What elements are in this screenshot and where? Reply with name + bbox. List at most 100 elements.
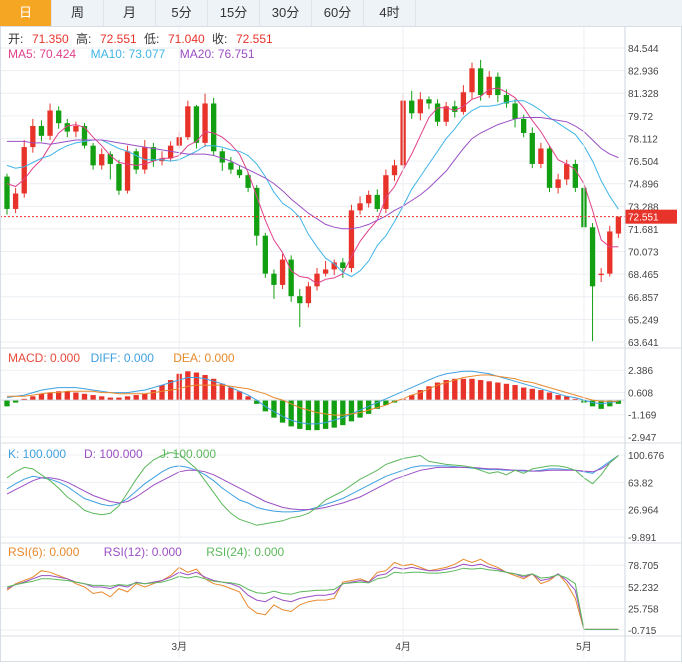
candle-body	[469, 68, 475, 93]
legend-item: MA10: 73.077	[91, 47, 166, 61]
legends: 开: 71.350 高: 72.551 低: 71.040 收: 72.551 MA5: 70.…	[8, 31, 285, 559]
candle-body	[546, 148, 553, 188]
macd-bar	[55, 391, 62, 401]
y-tick-label: 52.232	[628, 583, 659, 594]
macd-bar	[150, 390, 157, 401]
macd-bar	[572, 398, 579, 401]
candle-body	[477, 68, 484, 96]
candle-body	[460, 92, 467, 112]
macd-bar	[73, 392, 79, 401]
candle-body	[331, 262, 337, 270]
ohlc-value: 71.040	[168, 32, 205, 46]
candle-body	[365, 194, 372, 204]
macd-bar	[271, 400, 277, 418]
legend-item: DIFF: 0.000	[91, 351, 155, 365]
macd-bar	[512, 385, 518, 401]
candle-body	[357, 203, 363, 211]
candle-body	[38, 125, 45, 136]
ohlc-label: 收:	[212, 32, 227, 46]
macd-bar	[331, 400, 337, 428]
y-tick-label: 78.705	[628, 561, 659, 572]
candle-body	[417, 99, 424, 114]
candle-body	[254, 187, 260, 236]
candle-body	[202, 103, 208, 143]
rsi-line-2	[6, 567, 619, 630]
candle-body	[236, 169, 243, 176]
y-tick-label: 100.676	[628, 451, 665, 462]
price-panel: 84.544 82.936 81.328 79.72 78.112 76.504 74.89…	[0, 44, 682, 349]
candle-body	[529, 133, 535, 164]
candle-body	[374, 194, 380, 209]
macd-bar	[443, 380, 449, 401]
y-tick-label: 78.112	[628, 134, 658, 145]
y-tick-label: 76.504	[628, 157, 659, 168]
macd-line-diff	[6, 370, 619, 425]
legend-item: MACD: 0.000	[8, 351, 80, 365]
candle-body	[305, 286, 312, 304]
y-tick-label: 74.896	[628, 180, 659, 191]
candle-body	[12, 193, 19, 209]
macd-bar	[383, 400, 389, 406]
candle-body	[598, 273, 604, 276]
tab-4[interactable]: 15分	[208, 0, 260, 26]
macd-bar	[133, 395, 139, 401]
candle-body	[486, 76, 492, 96]
ma-line-ma20	[7, 117, 619, 230]
macd-bar	[21, 398, 27, 401]
y-tick-label: 63.82	[628, 478, 653, 489]
macd-bar	[434, 382, 441, 401]
y-tick-label: 2.386	[628, 366, 653, 377]
y-tick-label: 79.72	[628, 112, 653, 123]
macd-bar	[38, 393, 45, 401]
x-tick-label: 5月	[576, 641, 592, 653]
candle-body	[607, 231, 613, 274]
candle-body	[47, 110, 53, 136]
tab-2[interactable]: 月	[104, 0, 156, 26]
candle-body	[520, 118, 527, 134]
rsi-line-1	[6, 563, 619, 630]
macd-panel: 2.386 0.608 -1.169 -2.947	[0, 366, 682, 444]
tab-5[interactable]: 30分	[260, 0, 312, 26]
legend-item: MA20: 76.751	[180, 47, 255, 61]
candle-body	[150, 147, 157, 162]
macd-bar	[210, 378, 217, 401]
y-tick-label: -0.715	[628, 626, 657, 637]
tab-7[interactable]: 4时	[364, 0, 416, 26]
candle-body	[4, 176, 10, 209]
rsi-line-0	[6, 558, 619, 630]
macd-bar	[297, 400, 303, 429]
candle-body	[564, 163, 570, 180]
candle-body	[107, 154, 114, 164]
y-tick-label: 84.544	[628, 44, 659, 55]
tab-3[interactable]: 5分	[156, 0, 208, 26]
candle-body	[262, 235, 269, 274]
legend-item: K: 100.000	[8, 447, 66, 461]
macd-bar	[340, 400, 346, 426]
ohlc-label: 高:	[76, 31, 91, 46]
macd-bar	[469, 378, 475, 401]
macd-bar	[495, 382, 501, 401]
rsi-panel: 78.705 52.232 25.758 -0.715	[0, 558, 682, 637]
macd-bar	[4, 400, 10, 407]
legend-item: RSI(6): 0.000	[8, 545, 80, 559]
macd-bar	[589, 400, 596, 407]
y-tick-label: 70.073	[628, 248, 659, 259]
tab-1[interactable]: 周	[52, 0, 104, 26]
y-tick-label: 71.681	[628, 225, 659, 236]
tab-0[interactable]: 日	[0, 0, 52, 26]
macd-bar	[529, 388, 535, 401]
ohlc-label: 低:	[144, 32, 159, 46]
tab-6[interactable]: 60分	[312, 0, 364, 26]
macd-bar	[202, 375, 208, 401]
candle-body	[124, 151, 131, 191]
candle-body	[55, 110, 62, 124]
ohlc-label: 开:	[8, 32, 23, 46]
macd-bar	[503, 383, 510, 401]
candle-body	[288, 259, 294, 297]
period-tabs: 日周月 5分 15分 30分 60分 4时	[0, 0, 682, 27]
macd-bar	[607, 400, 613, 407]
macd-bar	[116, 397, 122, 401]
candle-body	[340, 262, 346, 269]
candle-body	[434, 103, 441, 122]
candle-body	[503, 95, 510, 104]
